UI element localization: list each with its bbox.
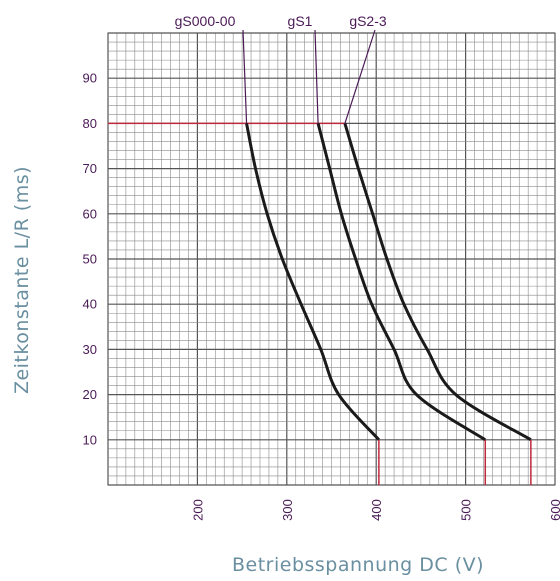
series-label-3: gS2-3 bbox=[349, 13, 387, 29]
y-tick-label: 90 bbox=[83, 71, 97, 86]
series-label-1: gS000-00 bbox=[175, 13, 236, 29]
y-axis-label: Zeitkonstante L/R (ms) bbox=[11, 165, 33, 395]
x-tick-label: 300 bbox=[280, 499, 295, 521]
series-leader-2 bbox=[314, 29, 319, 124]
y-tick-label: 50 bbox=[83, 252, 97, 267]
series-line-1 bbox=[245, 123, 381, 441]
x-tick-label: 200 bbox=[190, 499, 205, 521]
x-tick-label: 500 bbox=[459, 499, 474, 521]
y-tick-label: 30 bbox=[83, 342, 97, 357]
x-axis-label: Betriebsspannung DC (V) bbox=[232, 554, 485, 576]
series-labels: gS000-00 gS1 gS2-3 bbox=[175, 13, 387, 124]
y-tick-label: 70 bbox=[83, 161, 97, 176]
y-tick-label: 10 bbox=[83, 432, 97, 447]
series-label-2: gS1 bbox=[288, 13, 313, 29]
tick-labels: 10 20 30 40 50 60 70 80 90 200 300 400 500 600 bbox=[83, 71, 560, 521]
y-tick-label: 60 bbox=[83, 206, 97, 221]
series-line-2 bbox=[316, 123, 487, 442]
series-group bbox=[245, 122, 532, 485]
y-axis-label-wrap: Zeitkonstante L/R (ms) bbox=[2, 160, 42, 400]
series-leader-1 bbox=[242, 29, 248, 124]
series-leader-3 bbox=[344, 29, 376, 124]
x-tick-label: 400 bbox=[369, 499, 384, 521]
y-tick-label: 20 bbox=[83, 387, 97, 402]
y-tick-label: 40 bbox=[83, 297, 97, 312]
grid bbox=[107, 32, 556, 486]
x-tick-label: 600 bbox=[548, 499, 560, 521]
series-line-3 bbox=[343, 122, 532, 442]
y-tick-label: 80 bbox=[83, 116, 97, 131]
